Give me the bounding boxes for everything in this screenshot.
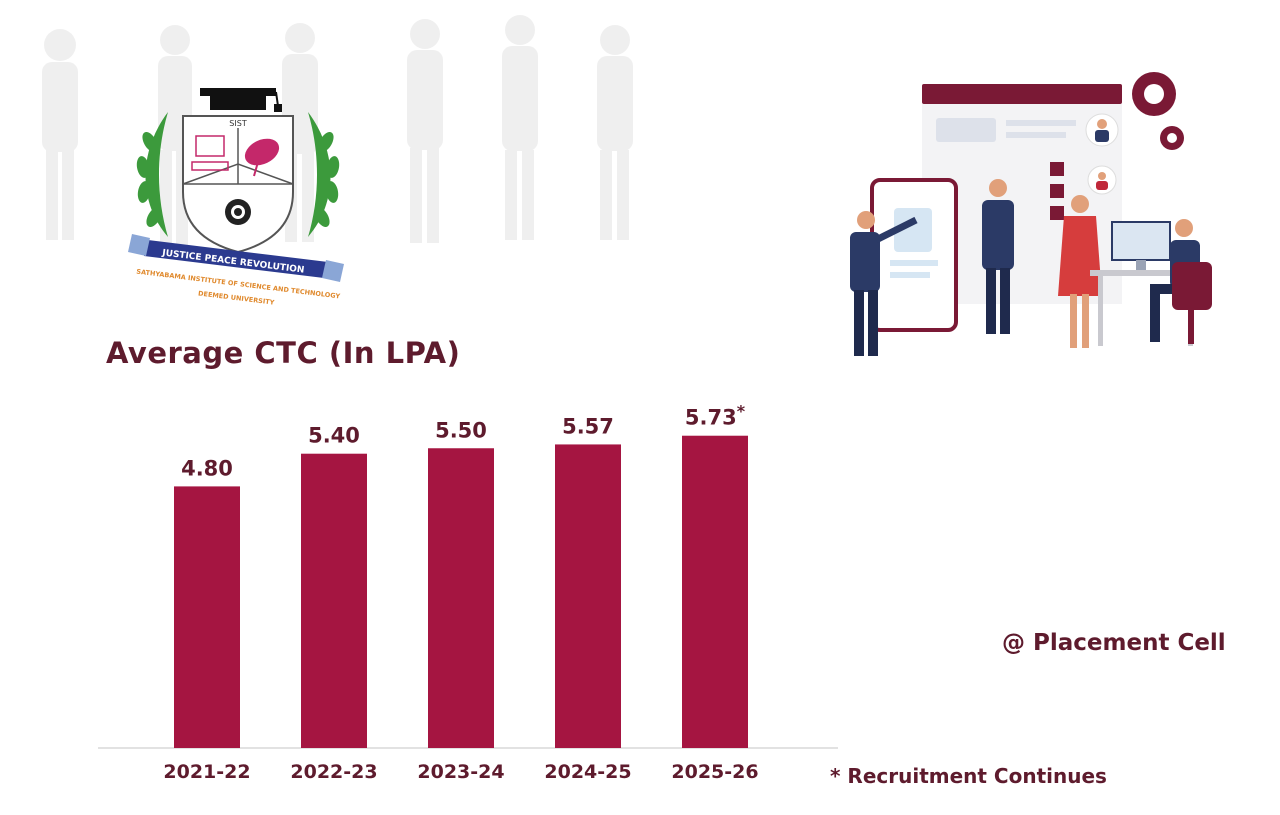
laurel-icon bbox=[136, 112, 340, 237]
bar-2024-25 bbox=[555, 444, 621, 748]
gear-icon bbox=[1132, 72, 1184, 150]
person-icon bbox=[850, 211, 918, 356]
footnote-marker: * bbox=[737, 402, 746, 421]
bar-2022-23 bbox=[301, 453, 367, 748]
bar-value-label: 5.50 bbox=[435, 418, 487, 442]
bar-value-label: 5.73* bbox=[685, 402, 746, 430]
placement-cell-credit: @ Placement Cell bbox=[1002, 630, 1226, 656]
x-tick-label: 2025-26 bbox=[671, 761, 758, 783]
logo-university-status: DEEMED UNIVERSITY bbox=[198, 289, 275, 306]
recruitment-footnote: * Recruitment Continues bbox=[830, 764, 1107, 788]
bar-2025-26 bbox=[682, 435, 748, 748]
gear-icon bbox=[225, 199, 251, 225]
x-tick-label: 2024-25 bbox=[544, 761, 631, 783]
x-tick-label: 2021-22 bbox=[163, 761, 250, 783]
logo-abbreviation: SIST bbox=[229, 119, 247, 128]
ctc-bar-chart: 4.80 5.40 5.50 5.57 5.73* 2021-22 2022-23 2023… bbox=[98, 402, 838, 783]
chart-title: Average CTC (In LPA) bbox=[106, 336, 461, 370]
sist-logo: SIST JUSTICE PEACE REVOLUTION SATHYABAMA… bbox=[128, 88, 344, 307]
recruitment-illustration bbox=[850, 72, 1212, 356]
motto-ribbon bbox=[128, 234, 344, 282]
bar-value-label: 5.40 bbox=[308, 424, 360, 448]
person-icon bbox=[982, 179, 1014, 334]
bar-2021-22 bbox=[174, 486, 240, 748]
background-crowd-image bbox=[42, 15, 633, 245]
x-tick-label: 2023-24 bbox=[417, 761, 504, 783]
bar-value-label: 4.80 bbox=[181, 456, 233, 480]
bar-value-label: 5.57 bbox=[562, 414, 614, 438]
computer-icon bbox=[191, 135, 229, 171]
x-tick-label: 2022-23 bbox=[290, 761, 377, 783]
satellite-dish-icon bbox=[244, 138, 280, 177]
bar-2023-24 bbox=[428, 448, 494, 748]
graduation-cap-icon bbox=[200, 88, 282, 112]
checklist-icon bbox=[1050, 162, 1117, 220]
